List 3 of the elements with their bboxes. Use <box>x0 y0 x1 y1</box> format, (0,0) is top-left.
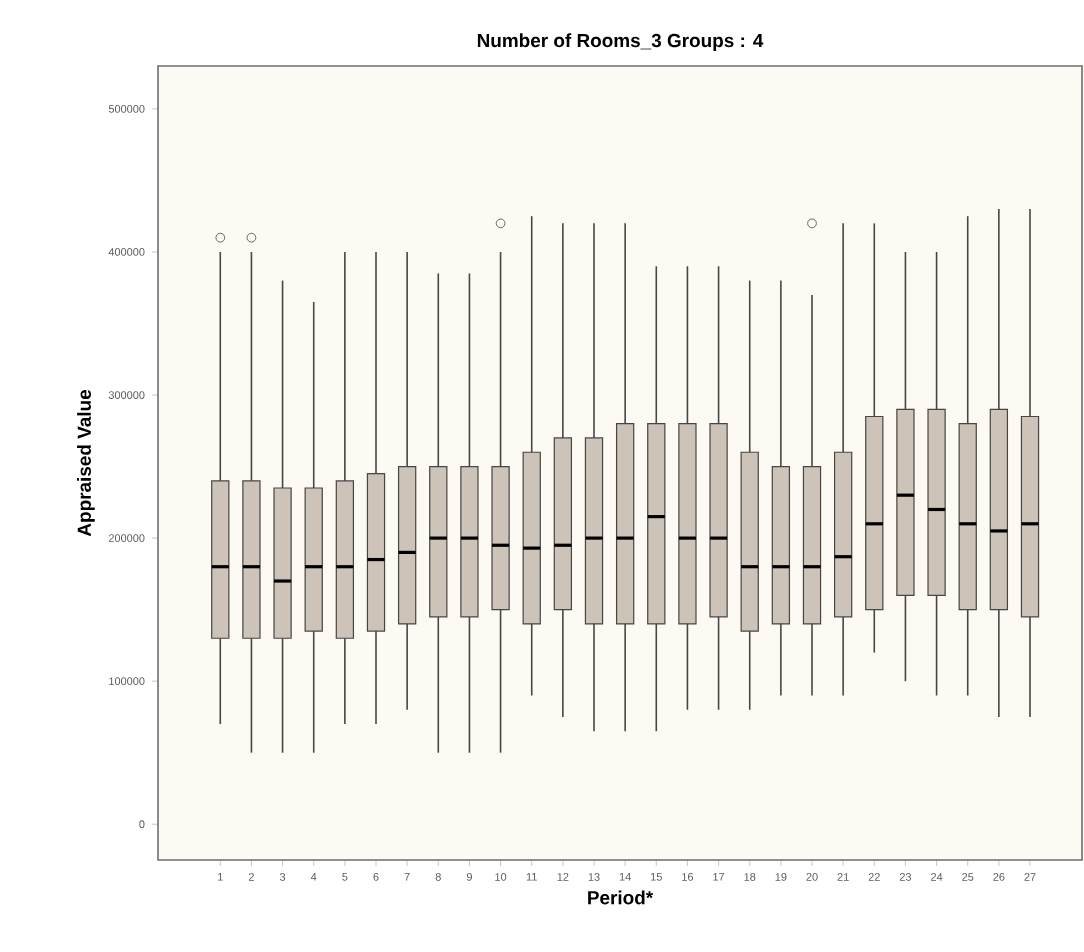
y-axis-title: Appraised Value <box>77 390 95 537</box>
chart-title: Number of Rooms_3 Groups : 4 <box>477 33 764 51</box>
x-axis-title: Period* <box>588 890 654 905</box>
